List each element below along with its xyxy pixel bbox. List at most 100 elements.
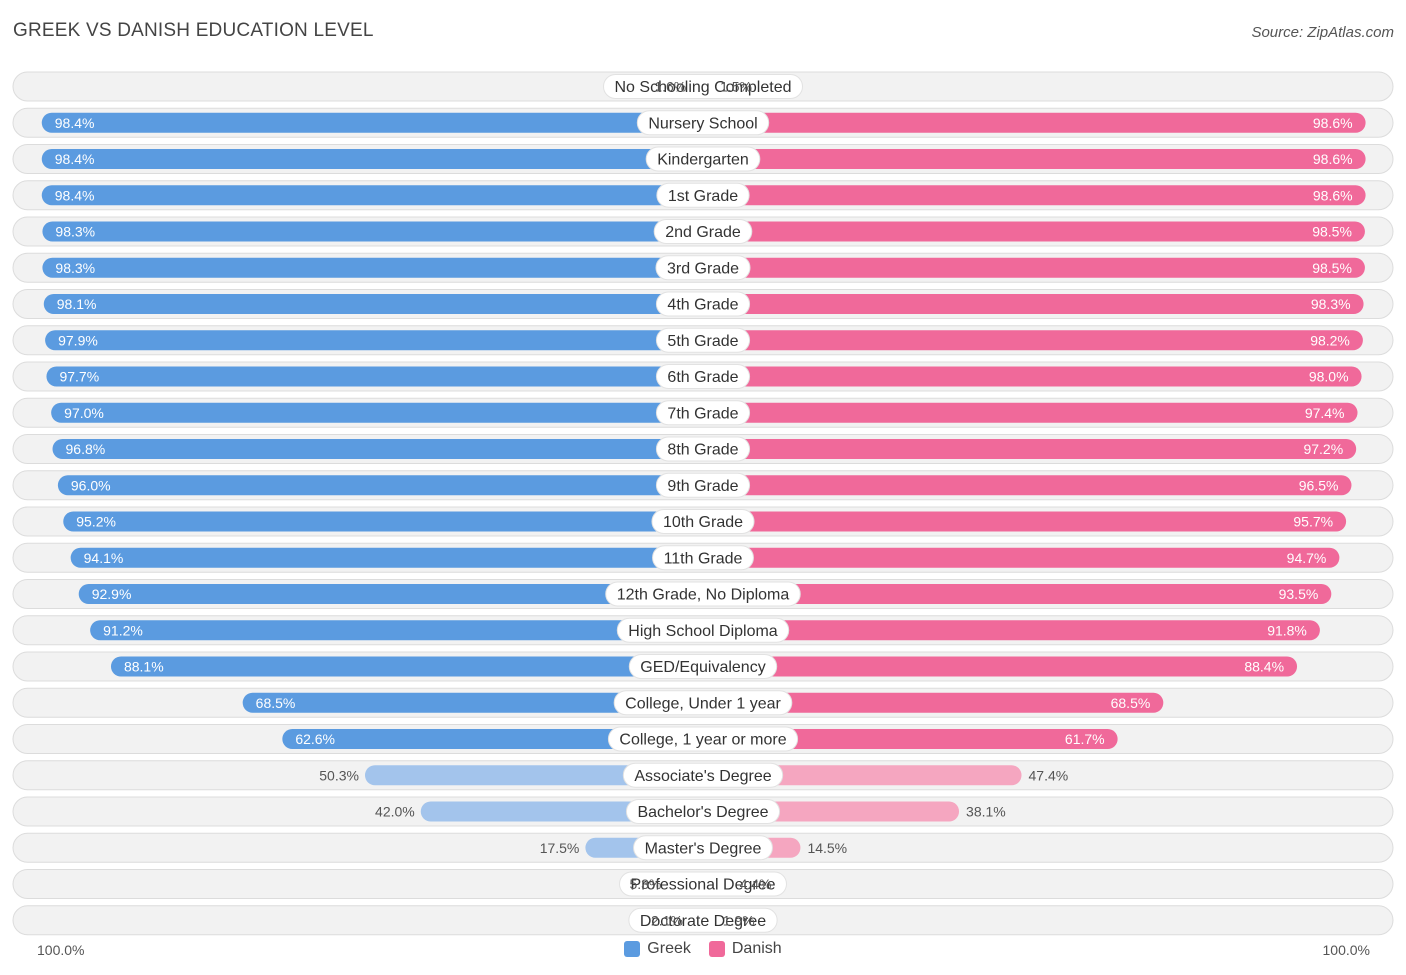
category-label: 12th Grade, No Diploma — [617, 587, 790, 604]
value-label-greek: 97.9% — [58, 332, 98, 348]
category-label: 8th Grade — [667, 442, 738, 459]
value-label-greek: 98.3% — [55, 260, 95, 276]
category-label: No Schooling Completed — [615, 79, 792, 96]
value-label-greek: 96.8% — [66, 441, 106, 457]
category-label: College, Under 1 year — [625, 695, 781, 712]
value-label-danish: 38.1% — [966, 804, 1006, 820]
value-label-danish: 98.6% — [1313, 115, 1353, 131]
bar-greek — [52, 439, 703, 459]
legend-swatch-greek — [624, 941, 641, 957]
category-label-bg — [655, 291, 751, 317]
category-label: Bachelor's Degree — [637, 804, 768, 821]
bar-greek — [42, 221, 703, 242]
category-label-bg — [655, 327, 751, 353]
value-label-greek: 98.3% — [55, 224, 95, 240]
category-label-bg — [653, 219, 753, 244]
bar-danish — [703, 294, 1364, 314]
legend-swatch-danish — [708, 941, 725, 957]
bar-greek — [43, 294, 703, 314]
bar-greek — [90, 620, 704, 641]
category-label-bg — [655, 436, 751, 462]
bar-danish — [703, 475, 1352, 496]
category-label-bg — [656, 182, 750, 208]
bar-danish — [703, 112, 1366, 133]
value-label-danish: 94.7% — [1287, 550, 1327, 566]
category-label-bg — [607, 726, 799, 752]
value-label-danish: 91.8% — [1267, 622, 1307, 638]
bar-danish — [703, 511, 1347, 532]
value-label-danish: 4.4% — [740, 876, 772, 892]
category-label-bg — [605, 581, 801, 607]
value-label-greek: 92.9% — [92, 586, 132, 602]
category-label-bg — [625, 799, 781, 824]
chart-source: Source: ZipAtlas.com — [1251, 24, 1394, 41]
category-label: 11th Grade — [664, 550, 743, 567]
value-label-danish: 98.3% — [1311, 296, 1351, 312]
category-label: 4th Grade — [667, 297, 738, 314]
value-label-danish: 98.2% — [1310, 332, 1350, 348]
category-label: 9th Grade — [667, 478, 738, 495]
bar-greek — [41, 149, 703, 169]
category-label: 5th Grade — [667, 333, 738, 350]
value-label-danish: 97.2% — [1303, 441, 1343, 457]
bar-danish — [703, 257, 1365, 278]
category-label: 7th Grade — [667, 405, 738, 422]
bar-greek — [282, 729, 703, 749]
bar-danish — [703, 765, 1022, 786]
bar-greek — [41, 112, 703, 133]
value-label-greek: 1.6% — [654, 79, 686, 95]
value-label-greek: 97.0% — [64, 405, 104, 421]
legend-item-greek[interactable]: Greek — [624, 940, 691, 958]
category-label: Kindergarten — [657, 152, 749, 169]
value-label-danish: 1.9% — [723, 912, 755, 928]
category-label: 3rd Grade — [667, 260, 739, 277]
bar-greek — [51, 402, 704, 423]
chart-title: GREEK VS DANISH EDUCATION LEVEL — [13, 20, 374, 41]
value-label-danish: 14.5% — [807, 840, 847, 856]
bar-greek — [78, 584, 704, 604]
value-label-danish: 98.5% — [1312, 224, 1352, 240]
bar-danish — [703, 439, 1357, 459]
category-label: 6th Grade — [667, 369, 738, 386]
category-label-bg — [613, 690, 793, 716]
value-label-danish: 98.0% — [1309, 369, 1349, 385]
bar-danish — [703, 185, 1366, 206]
category-label: College, 1 year or more — [619, 732, 786, 749]
axis-right-label: 100.0% — [1322, 942, 1370, 958]
category-label-bg — [655, 400, 751, 426]
bar-danish — [703, 656, 1298, 677]
category-label-bg — [603, 74, 803, 99]
value-label-greek: 88.1% — [124, 659, 164, 675]
category-label: High School Diploma — [628, 623, 778, 640]
value-label-greek: 98.4% — [55, 151, 95, 167]
value-label-greek: 42.0% — [375, 804, 415, 820]
bar-danish — [703, 729, 1118, 749]
bar-greek — [70, 547, 703, 568]
category-label-bg — [616, 617, 790, 643]
bar-greek — [242, 692, 703, 713]
bar-greek — [57, 475, 703, 496]
category-label-bg — [655, 472, 751, 498]
axis-left-label: 100.0% — [37, 942, 85, 958]
bar-greek — [63, 511, 704, 532]
value-label-greek: 97.7% — [59, 369, 99, 385]
category-label: Master's Degree — [645, 840, 762, 857]
value-label-greek: 62.6% — [295, 731, 335, 747]
bar-danish — [703, 547, 1340, 568]
bar-greek — [42, 257, 703, 278]
bar-danish — [703, 620, 1320, 641]
value-label-greek: 94.1% — [84, 550, 124, 566]
value-label-greek: 5.3% — [629, 876, 661, 892]
bar-greek — [110, 656, 703, 677]
bar-danish — [703, 330, 1363, 351]
value-label-danish: 98.5% — [1312, 260, 1352, 276]
category-label: 10th Grade — [663, 514, 743, 531]
legend-item-danish[interactable]: Danish — [708, 940, 782, 958]
category-label-bg — [619, 871, 787, 897]
value-label-greek: 68.5% — [256, 695, 296, 711]
category-label: Professional Degree — [631, 877, 776, 894]
value-label-greek: 98.4% — [55, 187, 95, 203]
value-label-danish: 95.7% — [1293, 514, 1333, 530]
category-label: GED/Equivalency — [640, 659, 765, 676]
